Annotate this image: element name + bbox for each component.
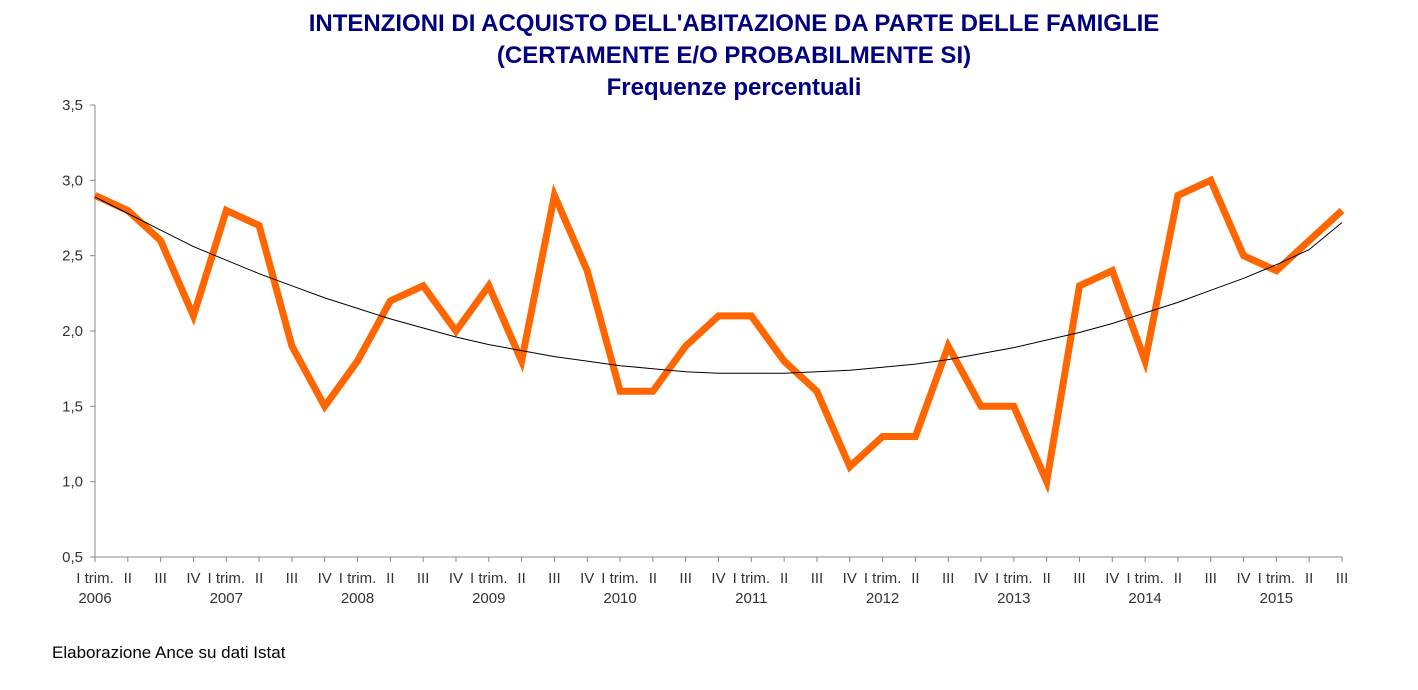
x-tick-label: II bbox=[1305, 570, 1313, 587]
x-year-label: 2013 bbox=[997, 590, 1030, 607]
x-year-label: 2010 bbox=[603, 590, 636, 607]
x-tick-label: II bbox=[780, 570, 788, 587]
x-tick-label: II bbox=[1174, 570, 1182, 587]
x-tick-label: III bbox=[1073, 570, 1086, 587]
x-year-label: 2015 bbox=[1260, 590, 1293, 607]
y-tick-label: 0,5 bbox=[62, 549, 83, 566]
x-year-label: 2014 bbox=[1128, 590, 1161, 607]
x-tick-label: I trim. bbox=[1258, 570, 1296, 587]
x-tick-label: III bbox=[417, 570, 430, 587]
x-tick-label: II bbox=[517, 570, 525, 587]
x-tick-label: II bbox=[255, 570, 263, 587]
x-year-label: 2006 bbox=[78, 590, 111, 607]
x-tick-label: I trim. bbox=[995, 570, 1033, 587]
y-tick-label: 3,5 bbox=[62, 97, 83, 114]
x-tick-label: I trim. bbox=[733, 570, 771, 587]
y-tick-label: 1,5 bbox=[62, 398, 83, 415]
x-tick-label: IV bbox=[1236, 570, 1250, 587]
source-note: Elaborazione Ance su dati Istat bbox=[52, 643, 286, 662]
x-year-label: 2007 bbox=[210, 590, 243, 607]
x-tick-label: IV bbox=[318, 570, 332, 587]
x-tick-label: III bbox=[1204, 570, 1217, 587]
x-tick-label: IV bbox=[711, 570, 725, 587]
x-tick-label: I trim. bbox=[864, 570, 902, 587]
x-tick-label: III bbox=[942, 570, 955, 587]
chart-subtitle-2: Frequenze percentuali bbox=[606, 74, 862, 101]
x-tick-label: III bbox=[154, 570, 167, 587]
y-tick-label: 2,5 bbox=[62, 248, 83, 265]
x-tick-label: IV bbox=[186, 570, 200, 587]
chart-title: INTENZIONI DI ACQUISTO DELL'ABITAZIONE D… bbox=[308, 10, 1160, 37]
x-year-label: 2011 bbox=[735, 590, 767, 607]
x-tick-label: II bbox=[911, 570, 919, 587]
x-tick-label: IV bbox=[1105, 570, 1119, 587]
x-tick-label: II bbox=[649, 570, 657, 587]
x-tick-label: I trim. bbox=[1126, 570, 1164, 587]
x-tick-label: II bbox=[1042, 570, 1050, 587]
x-tick-label: III bbox=[811, 570, 824, 587]
x-tick-label: IV bbox=[974, 570, 988, 587]
x-tick-label: I trim. bbox=[208, 570, 246, 587]
series-line bbox=[93, 175, 1345, 494]
trendline bbox=[94, 196, 1343, 374]
x-tick-label: I trim. bbox=[76, 570, 114, 587]
y-tick-label: 3,0 bbox=[62, 172, 83, 189]
x-tick-label: I trim. bbox=[601, 570, 639, 587]
x-year-label: 2009 bbox=[472, 590, 505, 607]
x-year-label: 2012 bbox=[866, 590, 899, 607]
x-tick-label: IV bbox=[580, 570, 594, 587]
x-tick-label: I trim. bbox=[339, 570, 377, 587]
x-year-label: 2008 bbox=[341, 590, 374, 607]
y-tick-label: 1,0 bbox=[62, 474, 83, 491]
y-tick-label: 2,0 bbox=[62, 323, 83, 340]
x-tick-label: II bbox=[124, 570, 132, 587]
x-tick-label: III bbox=[548, 570, 561, 587]
x-tick-label: III bbox=[286, 570, 299, 587]
x-tick-label: III bbox=[679, 570, 692, 587]
x-tick-label: IV bbox=[843, 570, 857, 587]
chart-titles: INTENZIONI DI ACQUISTO DELL'ABITAZIONE D… bbox=[0, 8, 1418, 104]
chart-subtitle: (CERTAMENTE E/O PROBABILMENTE SI) bbox=[496, 42, 972, 69]
x-tick-label: II bbox=[386, 570, 394, 587]
x-tick-label: III bbox=[1336, 570, 1349, 587]
x-tick-label: I trim. bbox=[470, 570, 508, 587]
x-tick-label: IV bbox=[449, 570, 463, 587]
